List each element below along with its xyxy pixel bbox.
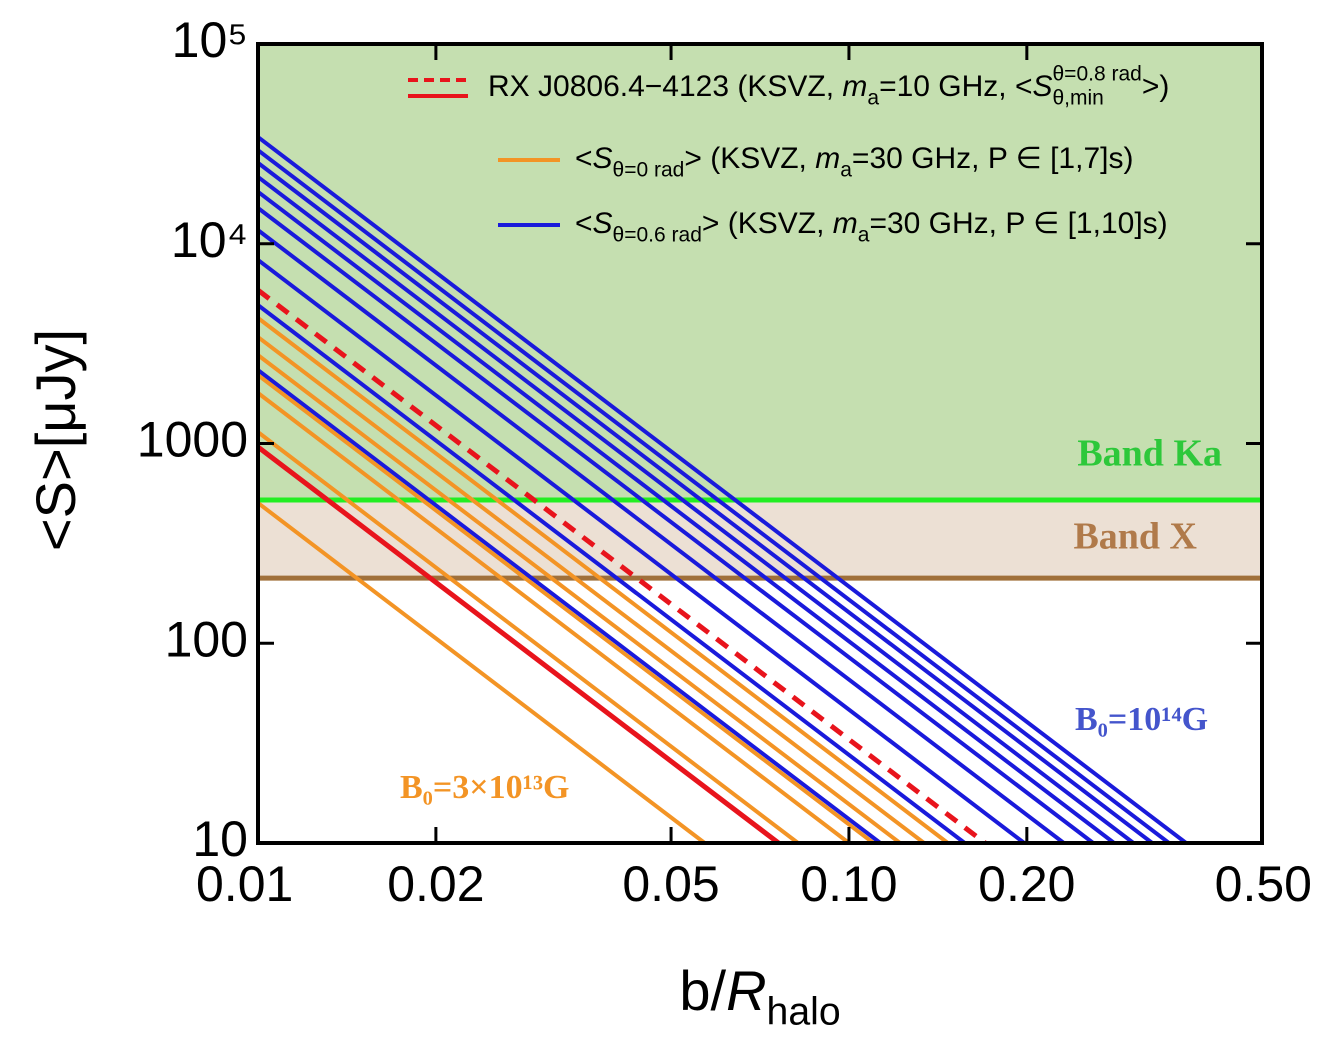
series-line [256, 316, 950, 845]
series-line [256, 161, 1154, 845]
series-line [256, 353, 902, 845]
text-part: a [858, 223, 870, 246]
text-part: RX J0806.4−4123 (KSVZ, [488, 70, 842, 103]
band-label: Band Ka [1077, 433, 1222, 475]
series-line [256, 373, 875, 845]
x-axis-label: b/Rhalo [679, 959, 840, 1034]
y-tick-label: 100 [165, 611, 248, 667]
annotation: B₀=10¹⁴G [1075, 701, 1208, 738]
series-line [256, 148, 1171, 845]
y-tick-label: 10⁵ [172, 12, 248, 68]
text-part: b/ [679, 959, 726, 1022]
text-part: halo [767, 991, 841, 1034]
y-tick-label: 10 [192, 811, 248, 867]
text-part: m [833, 207, 858, 240]
series-line [256, 288, 987, 845]
text-part: S [593, 142, 613, 175]
band-fill [258, 44, 1262, 501]
x-tick-label: 0.20 [978, 856, 1075, 912]
band-fill [258, 500, 1262, 579]
text-part: θ=0.6 rad [613, 223, 702, 246]
series-line [256, 445, 781, 845]
series-line [256, 335, 926, 845]
text-part: m [842, 70, 867, 103]
series-line [256, 303, 966, 845]
text-part: < [575, 207, 593, 240]
legend-label: <Sθ=0 rad> (KSVZ, ma=30 GHz, P ∈ [1,7]s) [575, 142, 1133, 181]
series-line [256, 206, 1095, 845]
text-part: =10 GHz, < [879, 70, 1032, 103]
text-part: θ=0.8 rad [1053, 62, 1142, 85]
text-part: θ=0 rad [613, 158, 685, 181]
text-part: =30 GHz, P ∈ [1,10]s) [869, 207, 1167, 240]
x-tick-label: 0.50 [1215, 856, 1312, 912]
annotation: B₀=3×10¹³G [400, 769, 569, 806]
x-tick-label: 0.05 [622, 856, 719, 912]
series-line [256, 135, 1188, 845]
series-line [256, 430, 800, 845]
legend-label: <Sθ=0.6 rad> (KSVZ, ma=30 GHz, P ∈ [1,10… [575, 207, 1168, 246]
text-part: >) [1142, 70, 1170, 103]
text-part: > (KSVZ, [684, 142, 815, 175]
y-axis-label: <S>[μJy] [24, 329, 87, 551]
series-line [256, 228, 1066, 845]
x-tick-label: 0.10 [800, 856, 897, 912]
series-line [256, 501, 706, 845]
text-part: a [840, 158, 852, 181]
series-line [256, 368, 882, 845]
series-line [256, 175, 1135, 845]
series-line [256, 391, 851, 845]
x-tick-label: 0.01 [196, 856, 293, 912]
legend-label: RX J0806.4−4123 (KSVZ, ma=10 GHz, <Sθ,mi… [488, 62, 1169, 109]
text-part: > (KSVZ, [702, 207, 833, 240]
text-part: S [593, 207, 613, 240]
y-tick-label: 1000 [137, 412, 248, 468]
text-part: < [575, 142, 593, 175]
x-tick-label: 0.02 [387, 856, 484, 912]
y-tick-label: 10⁴ [171, 212, 248, 268]
text-part: m [815, 142, 840, 175]
series-line [256, 258, 1026, 845]
text-part: R [726, 959, 766, 1022]
text-part: =30 GHz, P ∈ [1,7]s) [852, 142, 1134, 175]
series-line [256, 190, 1116, 845]
band-label: Band X [1073, 516, 1197, 558]
text-part: S [1032, 70, 1052, 103]
text-part: θ,min [1053, 86, 1104, 109]
text-part: a [867, 86, 879, 109]
